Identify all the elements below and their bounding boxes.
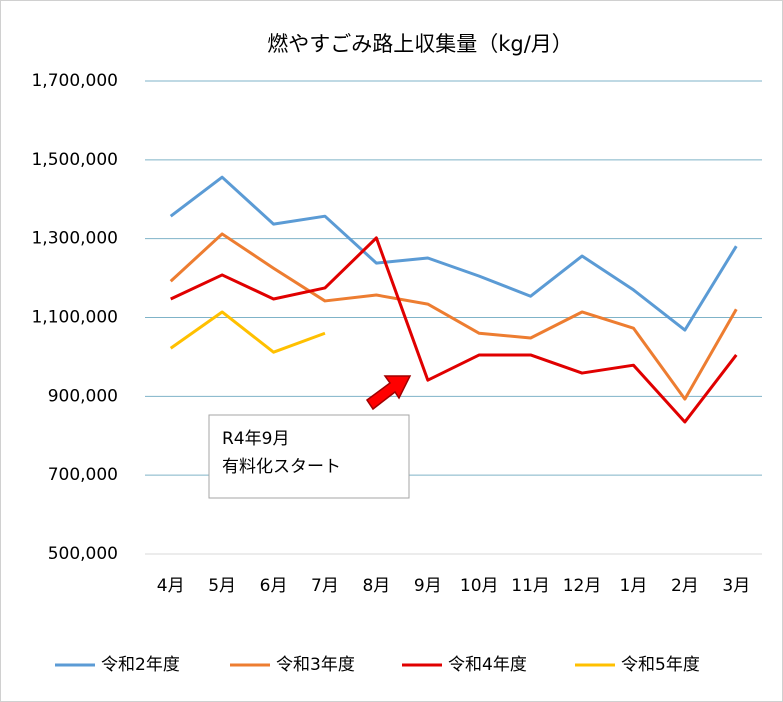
legend-item: 令和5年度 xyxy=(575,655,700,675)
y-tick-label: 700,000 xyxy=(48,465,118,485)
legend-item: 令和4年度 xyxy=(402,655,527,675)
series-line xyxy=(169,175,738,332)
y-tick-label: 1,700,000 xyxy=(31,71,118,91)
x-tick-label: 1月 xyxy=(620,576,648,596)
x-tick-label: 5月 xyxy=(208,576,236,596)
legend-label: 令和5年度 xyxy=(621,655,700,675)
x-tick-label: 12月 xyxy=(563,576,602,596)
annotation-box xyxy=(208,414,410,499)
y-tick-label: 500,000 xyxy=(48,544,118,564)
series-line xyxy=(170,236,738,424)
series-line xyxy=(169,232,738,401)
annotation-text: R4年9月 xyxy=(222,429,289,449)
x-tick-label: 3月 xyxy=(722,576,750,596)
y-tick-label: 1,500,000 xyxy=(31,150,118,170)
x-tick-label: 6月 xyxy=(260,576,288,596)
x-tick-label: 4月 xyxy=(157,576,185,596)
legend-item: 令和2年度 xyxy=(55,655,180,675)
annotation-text: 有料化スタート xyxy=(222,457,341,477)
chart-title: 燃やすごみ路上収集量（kg/月） xyxy=(267,32,573,56)
y-tick-label: 900,000 xyxy=(48,386,118,406)
series-line xyxy=(169,310,326,354)
x-tick-label: 2月 xyxy=(671,576,699,596)
legend-label: 令和2年度 xyxy=(101,655,180,675)
x-tick-label: 11月 xyxy=(511,576,550,596)
y-tick-label: 1,300,000 xyxy=(31,229,118,249)
y-tick-label: 1,100,000 xyxy=(31,308,118,328)
legend-label: 令和4年度 xyxy=(448,655,527,675)
x-tick-label: 9月 xyxy=(414,576,442,596)
x-tick-label: 10月 xyxy=(460,576,499,596)
x-tick-label: 7月 xyxy=(311,576,339,596)
legend-label: 令和3年度 xyxy=(276,655,355,675)
legend-item: 令和3年度 xyxy=(230,655,355,675)
annotation-arrow xyxy=(365,375,412,411)
x-tick-label: 8月 xyxy=(362,576,390,596)
